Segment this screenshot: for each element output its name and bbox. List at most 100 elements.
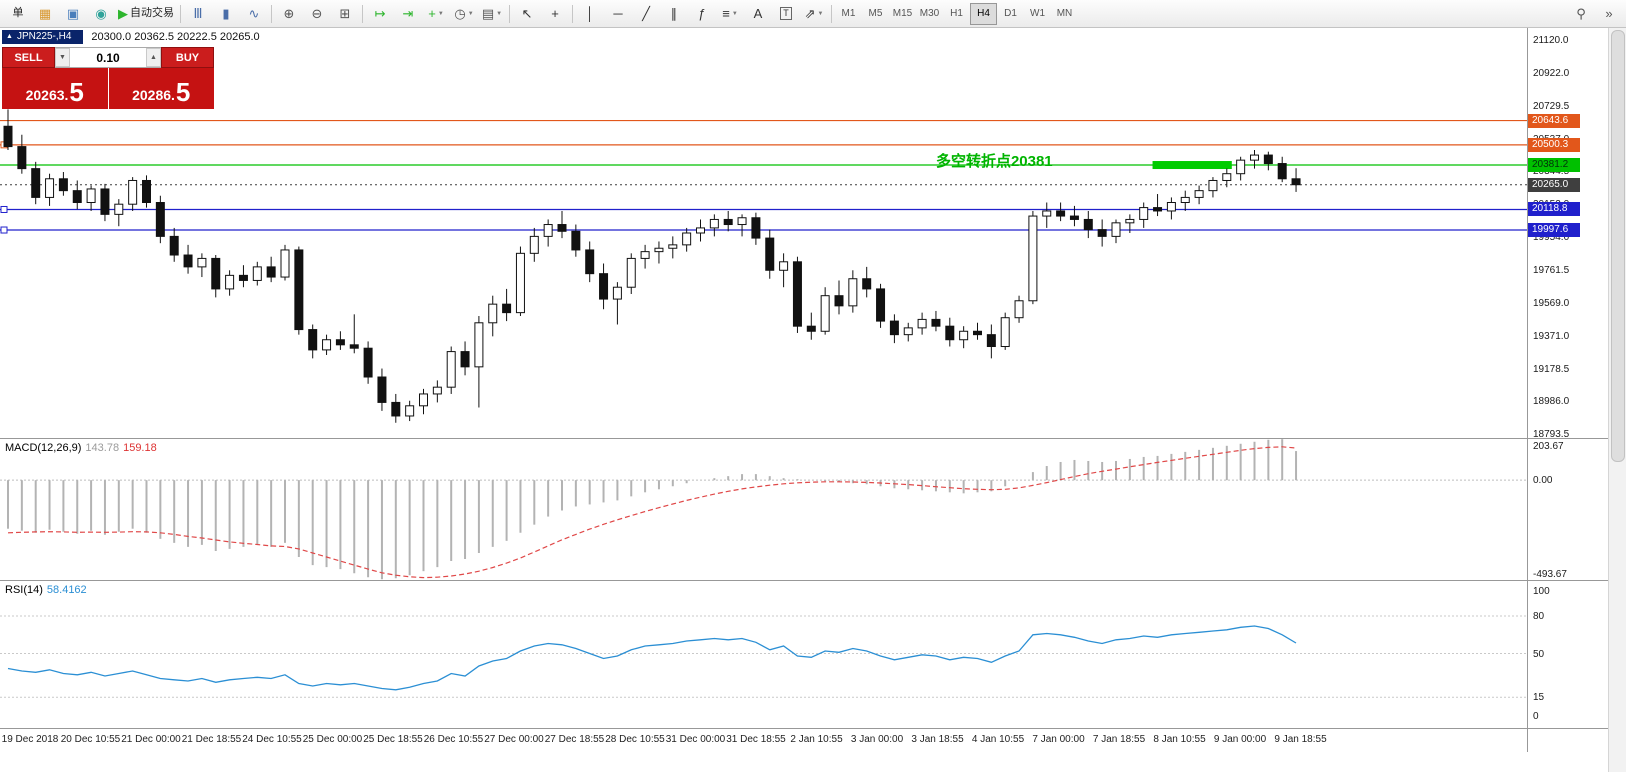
timeframe-mn[interactable]: MN (1056, 8, 1073, 19)
chart-plot[interactable]: ▲ JPN225-,H4 20300.0 20362.5 20222.5 202… (0, 28, 1528, 438)
ohlc-readout: 20300.0 20362.5 20222.5 20265.0 (91, 31, 260, 43)
timeframe-m1[interactable]: M1 (841, 8, 856, 19)
price-axis-label: 18793.5 (1533, 429, 1570, 438)
arrows-icon[interactable]: ⇗ ▼ (804, 6, 824, 21)
time-axis-label: 7 Jan 00:00 (1032, 734, 1085, 745)
shapes-icon[interactable]: ≡ ▼ (722, 6, 738, 21)
time-axis-label: 28 Dec 10:55 (605, 734, 665, 745)
toolbar: 单 ▦ ▣ ◉ ▶ 自动交易 Ⅲ ▮ ∿ ⊕ ⊖ ⊞ ↦ ⇥ + ▼ ◷ ▼ ▤ ▼ ↖ + │ ─ ╱ ∥ ƒ ≡ ▼ A T ⇗ ▼ M1 M5… (0, 0, 1626, 28)
templates-icon[interactable]: ▤ ▼ (481, 6, 503, 21)
candlestick-chart-icon[interactable]: ▮ (222, 6, 230, 21)
macd-axis-label: 0.00 (1533, 475, 1553, 487)
timeframe-m30[interactable]: M30 (919, 8, 940, 19)
price-axis-label: 19761.5 (1533, 265, 1570, 277)
time-axis-label: 27 Dec 00:00 (484, 734, 544, 745)
rsi-axis[interactable]: 100 80 50 15 0 (1528, 581, 1608, 728)
search-icon[interactable]: ⚲ (1576, 6, 1586, 21)
toolbar-overflow-icon[interactable]: » (1605, 6, 1613, 21)
periods-icon[interactable]: ◷ ▼ (454, 6, 474, 21)
scrollbar-thumb[interactable] (1611, 30, 1625, 462)
toolbar-separator (271, 4, 272, 23)
macd-axis[interactable]: 203.67 0.00 -493.67 (1528, 439, 1608, 580)
time-axis-label: 27 Dec 18:55 (544, 734, 605, 745)
timeframe-h1[interactable]: H1 (950, 8, 963, 19)
navigator-icon[interactable]: ◉ (95, 6, 107, 21)
buy-button[interactable]: BUY (161, 47, 214, 68)
window-restore-icon: ▲ (6, 33, 13, 40)
time-axis-label: 3 Jan 18:55 (911, 734, 964, 745)
one-click-trading-widget: SELL ▼ 0.10 ▲ BUY 20263. 5 (2, 47, 214, 109)
time-axis[interactable]: 19 Dec 2018 20 Dec 10:55 21 Dec 00:00 21 De… (0, 729, 1528, 752)
rsi-value: 58.4162 (46, 584, 87, 596)
text-label-icon[interactable]: T (772, 2, 800, 26)
time-axis-row: 19 Dec 2018 20 Dec 10:55 21 Dec 00:00 21 De… (0, 728, 1608, 752)
price-chart-svg[interactable] (0, 28, 1528, 438)
autotrading-button[interactable]: ▶ 自动交易 (118, 6, 174, 21)
chart-window-icon[interactable]: ▦ (38, 6, 52, 21)
time-axis-label: 31 Dec 18:55 (726, 734, 786, 745)
macd-axis-label: -493.67 (1533, 569, 1567, 580)
time-axis-label: 26 Dec 10:55 (423, 734, 484, 745)
zoom-in-icon[interactable]: ⊕ (283, 6, 295, 21)
zoom-out-icon[interactable]: ⊖ (311, 6, 323, 21)
price-axis-label: 19954.0 (1533, 232, 1570, 244)
price-tag: 20643.6 (1528, 113, 1580, 128)
time-axis-label: 31 Dec 00:00 (665, 734, 726, 745)
macd-svg[interactable] (0, 439, 1528, 580)
horizontal-line-icon[interactable]: ─ (613, 6, 623, 21)
market-watch-icon[interactable]: ▣ (66, 6, 80, 21)
trendline-icon[interactable]: ╱ (642, 6, 650, 21)
timeframe-h4[interactable]: H4 (970, 2, 997, 25)
macd-axis-label: 203.67 (1533, 441, 1564, 452)
time-axis-label: 7 Jan 18:55 (1092, 734, 1146, 745)
timeframe-d1[interactable]: D1 (1004, 8, 1017, 19)
bar-chart-icon[interactable]: Ⅲ (193, 6, 203, 21)
timeframe-m15[interactable]: M15 (892, 8, 913, 19)
vertical-scrollbar[interactable] (1608, 28, 1626, 772)
time-axis-label: 24 Dec 10:55 (242, 734, 302, 745)
lot-decrease-button[interactable]: ▼ (55, 48, 70, 67)
macd-plot[interactable]: MACD(12,26,9) 143.78 159.18 (0, 439, 1528, 580)
price-axis[interactable]: 21120.020922.020729.520537.020344.520152… (1528, 28, 1608, 438)
price-axis-label: 18986.0 (1533, 396, 1570, 408)
chart-shift-icon[interactable]: ⇥ (402, 6, 414, 21)
toolbar-right: ⚲» (1567, 2, 1623, 26)
macd-main-value: 143.78 (85, 442, 120, 454)
text-icon[interactable]: A (753, 6, 763, 21)
sell-button[interactable]: SELL (2, 47, 55, 68)
symbol-bar: ▲ JPN225-,H4 20300.0 20362.5 20222.5 202… (2, 30, 260, 44)
toolbar-separator (362, 4, 363, 23)
line-chart-icon[interactable]: ∿ (248, 6, 260, 21)
buy-price[interactable]: 20286. 5 (108, 68, 214, 109)
time-axis-label: 19 Dec 2018 (1, 734, 59, 745)
sell-price[interactable]: 20263. 5 (2, 68, 108, 109)
lot-increase-button[interactable]: ▲ (146, 48, 161, 67)
auto-scroll-icon[interactable]: ↦ (374, 6, 386, 21)
time-axis-label: 21 Dec 00:00 (121, 734, 181, 745)
rsi-label: RSI(14) 58.4162 (5, 584, 87, 596)
add-indicator-icon[interactable]: + ▼ (428, 6, 444, 21)
pivot-annotation[interactable]: 多空转折点20381 (935, 152, 1053, 170)
price-tag: 20265.0 (1528, 177, 1580, 192)
bottom-strip (0, 752, 1608, 772)
crosshair-icon[interactable]: + (551, 6, 559, 21)
tile-windows-icon[interactable]: ⊞ (339, 6, 351, 21)
rsi-axis-label: 100 (1533, 586, 1550, 597)
toolbar-separator (572, 4, 573, 23)
time-axis-label: 20 Dec 10:55 (60, 734, 121, 745)
sell-price-big-digit: 5 (69, 77, 84, 107)
chart-panel: ▲ JPN225-,H4 20300.0 20362.5 20222.5 202… (0, 28, 1608, 438)
vertical-line-icon[interactable]: │ (585, 6, 595, 21)
cursor-icon[interactable]: ↖ (521, 6, 533, 21)
time-axis-label: 4 Jan 10:55 (971, 734, 1025, 745)
timeframe-w1[interactable]: W1 (1030, 8, 1045, 19)
fibonacci-icon[interactable]: ƒ (698, 6, 706, 21)
new-order-button[interactable]: 单 (12, 7, 24, 19)
timeframe-m5[interactable]: M5 (868, 8, 883, 19)
equidistant-channel-icon[interactable]: ∥ (670, 6, 678, 21)
chart-title-tab[interactable]: ▲ JPN225-,H4 (2, 30, 84, 44)
time-axis-label: 25 Dec 18:55 (363, 734, 423, 745)
rsi-svg[interactable] (0, 581, 1528, 728)
lot-size-input[interactable]: 0.10 (70, 48, 146, 67)
rsi-plot[interactable]: RSI(14) 58.4162 (0, 581, 1528, 728)
